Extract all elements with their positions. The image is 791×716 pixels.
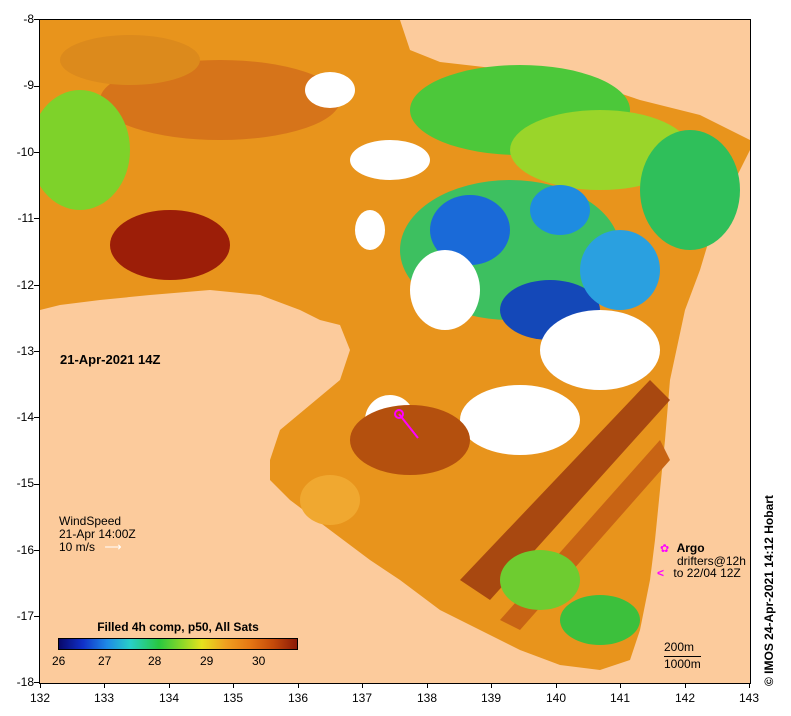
colorbar: Filled 4h comp, p50, All Sats 26 27 28 2… xyxy=(52,620,298,668)
tick-mark xyxy=(34,351,39,352)
wind-scale-label: 10 m/s xyxy=(59,540,96,554)
tick-mark xyxy=(749,683,750,688)
y-tick-label: -16 xyxy=(16,543,34,557)
y-tick-label: -12 xyxy=(16,278,34,292)
x-tick-label: 134 xyxy=(158,691,180,705)
colorbar-tick: 28 xyxy=(148,654,162,668)
tick-mark xyxy=(620,683,621,688)
tick-mark xyxy=(34,484,39,485)
tick-mark xyxy=(104,683,105,688)
map-date-label: 21-Apr-2021 14Z xyxy=(60,352,161,367)
tick-mark xyxy=(34,19,39,20)
sst-field xyxy=(40,20,750,670)
drifters-track-legend: < to 22/04 12Z xyxy=(657,567,741,580)
wind-legend-title: WindSpeed xyxy=(59,514,122,528)
tick-mark xyxy=(34,152,39,153)
argo-marker-icon: ✿ xyxy=(660,543,670,555)
y-tick-label: -15 xyxy=(16,476,34,490)
argo-float-marker[interactable] xyxy=(394,409,404,419)
tick-mark xyxy=(169,683,170,688)
y-tick-label: -11 xyxy=(17,211,34,225)
tick-mark xyxy=(556,683,557,688)
colorbar-gradient xyxy=(58,638,298,650)
colorbar-tick: 30 xyxy=(252,654,266,668)
colorbar-tick: 27 xyxy=(98,654,112,668)
png-land xyxy=(400,20,750,140)
x-tick-label: 140 xyxy=(545,691,567,705)
drifter-arrow-icon: < xyxy=(657,566,665,580)
x-tick-label: 137 xyxy=(351,691,373,705)
tick-mark xyxy=(34,550,39,551)
x-tick-label: 139 xyxy=(480,691,502,705)
x-tick-label: 141 xyxy=(609,691,631,705)
wind-legend-scale: 10 m/s ⟶ xyxy=(59,541,122,554)
drifter-track xyxy=(398,413,419,439)
tick-mark xyxy=(427,683,428,688)
y-tick-label: -14 xyxy=(16,410,34,424)
tick-mark xyxy=(40,683,41,688)
sst-map-canvas xyxy=(40,20,750,683)
sst-map[interactable]: 21-Apr-2021 14Z xyxy=(39,19,751,684)
depth-200m-label: 200m xyxy=(664,640,695,654)
x-tick-label: 132 xyxy=(29,691,51,705)
drifters-to-label: to 22/04 12Z xyxy=(673,566,741,580)
tick-mark xyxy=(34,616,39,617)
tick-mark xyxy=(491,683,492,688)
wind-arrow-icon: ⟶ xyxy=(104,540,122,554)
x-tick-label: 138 xyxy=(416,691,438,705)
australia-land xyxy=(40,150,750,683)
credit-label: © IMOS 24-Apr-2021 14:12 Hobart xyxy=(762,495,776,686)
x-tick-label: 133 xyxy=(93,691,115,705)
wind-legend-time: 21-Apr 14:00Z xyxy=(59,527,136,541)
colorbar-tick: 29 xyxy=(200,654,214,668)
tick-mark xyxy=(34,285,39,286)
argo-legend-label: Argo xyxy=(676,541,705,555)
tick-mark xyxy=(34,417,39,418)
drifters-legend-label: drifters@12h xyxy=(677,554,746,568)
x-tick-label: 143 xyxy=(738,691,760,705)
y-tick-label: -18 xyxy=(16,675,34,689)
tick-mark xyxy=(233,683,234,688)
y-tick-label: -17 xyxy=(16,609,34,623)
tick-mark xyxy=(34,86,39,87)
tick-mark xyxy=(34,682,39,683)
y-tick-label: -8 xyxy=(23,12,34,26)
colorbar-title: Filled 4h comp, p50, All Sats xyxy=(97,620,259,634)
y-tick-label: -10 xyxy=(16,145,34,159)
x-tick-label: 142 xyxy=(674,691,696,705)
x-tick-label: 136 xyxy=(287,691,309,705)
tick-mark xyxy=(34,218,39,219)
y-tick-label: -9 xyxy=(23,78,34,92)
x-tick-label: 135 xyxy=(222,691,244,705)
depth-1000m-label: 1000m xyxy=(664,656,701,671)
colorbar-tick: 26 xyxy=(52,654,66,668)
argo-legend: ✿ Argo xyxy=(660,542,705,556)
y-tick-label: -13 xyxy=(16,344,34,358)
tick-mark xyxy=(362,683,363,688)
tick-mark xyxy=(298,683,299,688)
tick-mark xyxy=(685,683,686,688)
